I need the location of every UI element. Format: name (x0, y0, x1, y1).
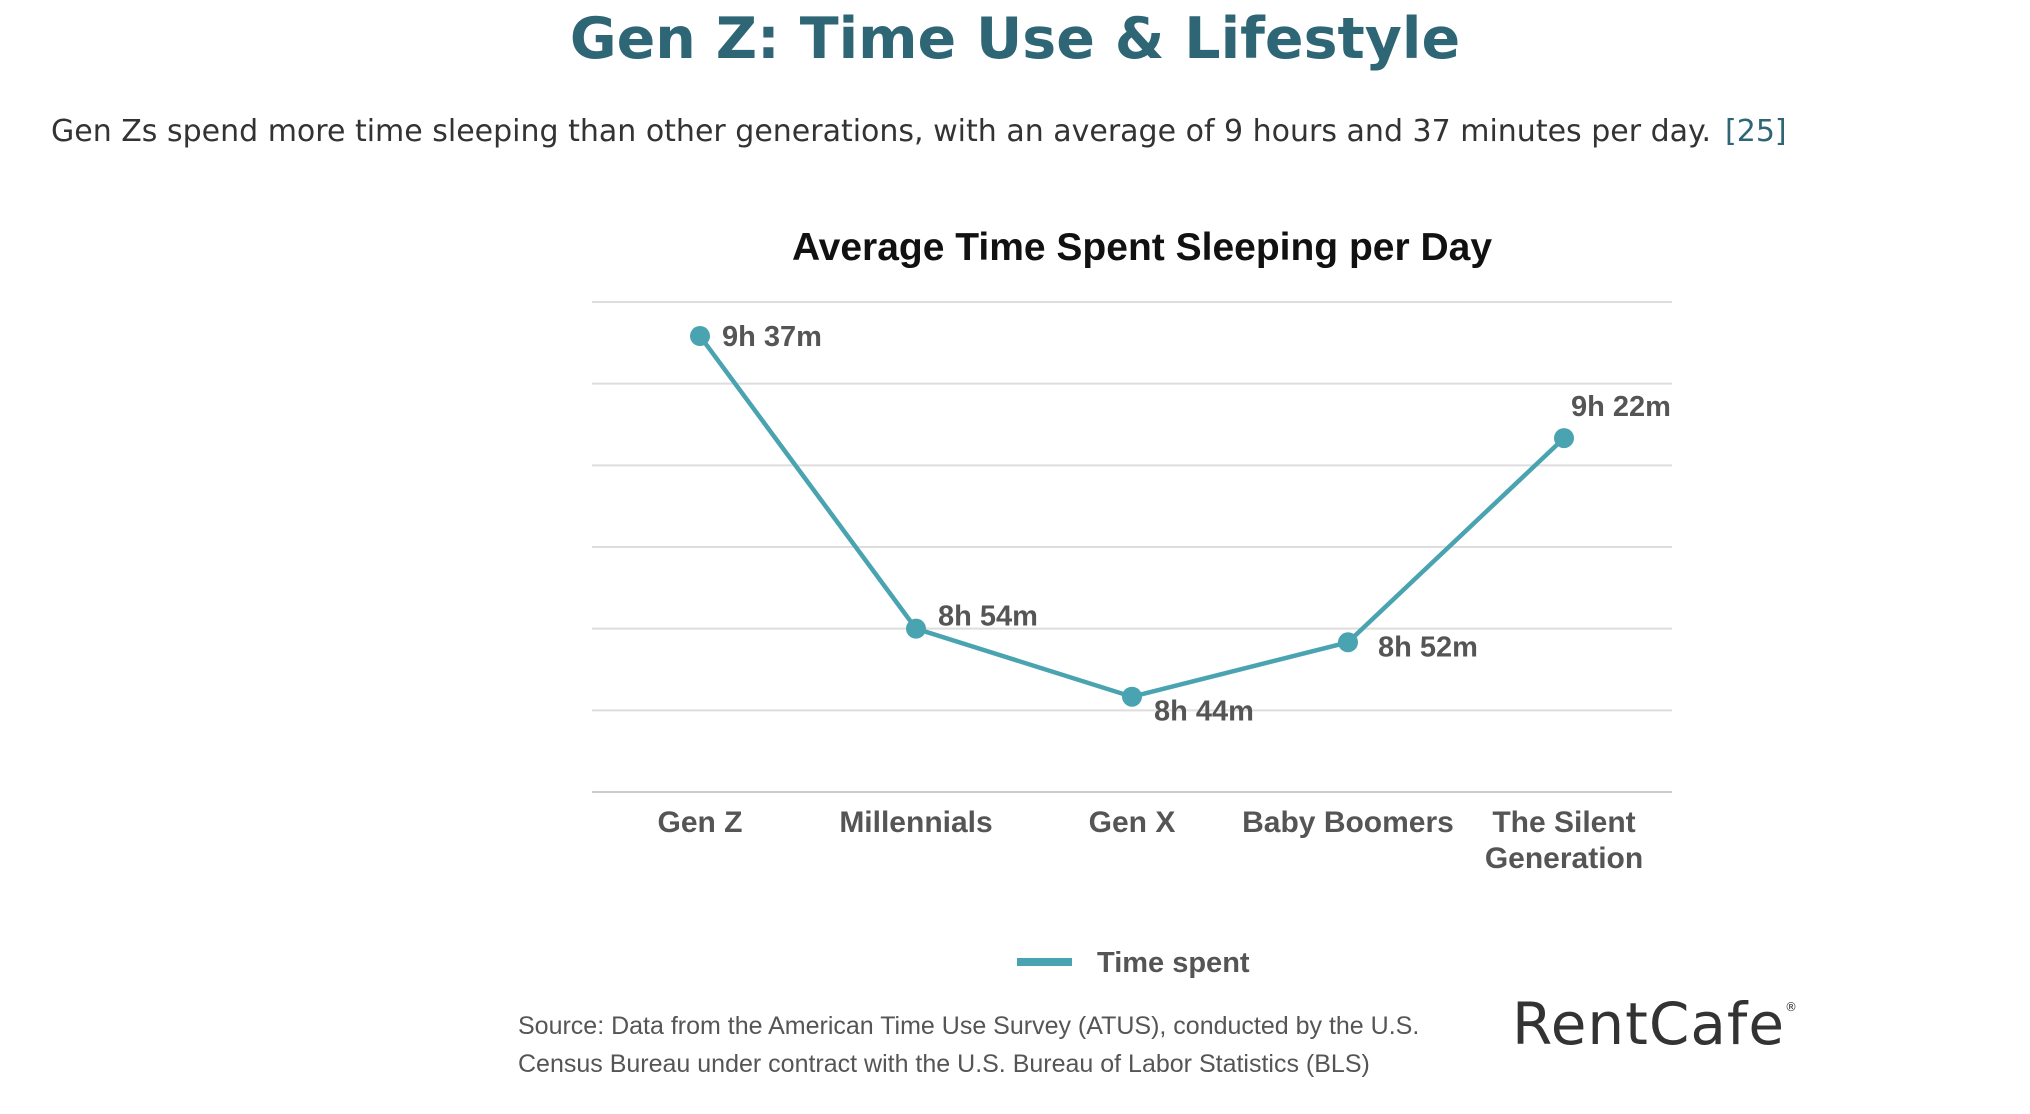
legend[interactable]: Time spent (1017, 947, 1250, 979)
gridlines (592, 301, 1672, 793)
intro-sentence: Gen Zs spend more time sleeping than oth… (51, 114, 1712, 149)
x-tick-label: Gen Z (657, 806, 742, 839)
data-label: 8h 44m (1154, 696, 1254, 728)
x-tick-label-line: Baby Boomers (1242, 806, 1454, 839)
data-labels: 9h 37m 8h 54m 8h 44m 8h 52m 9h 22m (722, 321, 1671, 728)
data-point[interactable] (1338, 632, 1358, 653)
x-tick-label: Gen X (1089, 806, 1176, 839)
legend-label: Time spent (1097, 947, 1250, 979)
data-point[interactable] (690, 326, 710, 347)
x-tick-label-line: Generation (1485, 842, 1643, 875)
chart-title: Average Time Spent Sleeping per Day (792, 226, 1492, 269)
source-note: Source: Data from the American Time Use … (518, 1007, 1458, 1083)
source-line-1: Source: Data from the American Time Use … (518, 1012, 1420, 1040)
x-tick-label: The Silent Generation (1485, 806, 1643, 875)
x-tick-label-line: The Silent (1492, 806, 1635, 839)
x-tick-label: Millennials (839, 806, 992, 839)
data-label: 9h 37m (722, 321, 822, 353)
data-point[interactable] (1554, 428, 1574, 449)
page-title: Gen Z: Time Use & Lifestyle (569, 6, 1461, 72)
data-points (690, 326, 1574, 707)
data-label: 9h 22m (1571, 391, 1671, 423)
x-axis-ticks: Gen Z Millennials Gen X Baby Boomers The Sil… (657, 806, 1643, 875)
x-tick-label-line: Gen X (1089, 806, 1176, 839)
data-point[interactable] (1122, 686, 1142, 707)
data-point[interactable] (906, 618, 926, 639)
source-line-2: Census Bureau under contract with the U.… (518, 1050, 1370, 1078)
registered-mark: ® (1785, 1000, 1799, 1014)
intro-text: Gen Zs spend more time sleeping than oth… (51, 114, 1787, 149)
logo-text: RentCafe (1512, 990, 1786, 1058)
chart: Average Time Spent Sleeping per Day 9h 3… (592, 226, 1672, 979)
x-tick-label: Baby Boomers (1242, 806, 1454, 839)
x-tick-label-line: Gen Z (657, 806, 742, 839)
citation-link[interactable]: [25] (1725, 114, 1787, 149)
data-label: 8h 52m (1378, 631, 1478, 663)
rentcafe-logo: RentCafe® (1512, 990, 1798, 1058)
data-label: 8h 54m (938, 601, 1038, 633)
x-tick-label-line: Millennials (839, 806, 992, 839)
